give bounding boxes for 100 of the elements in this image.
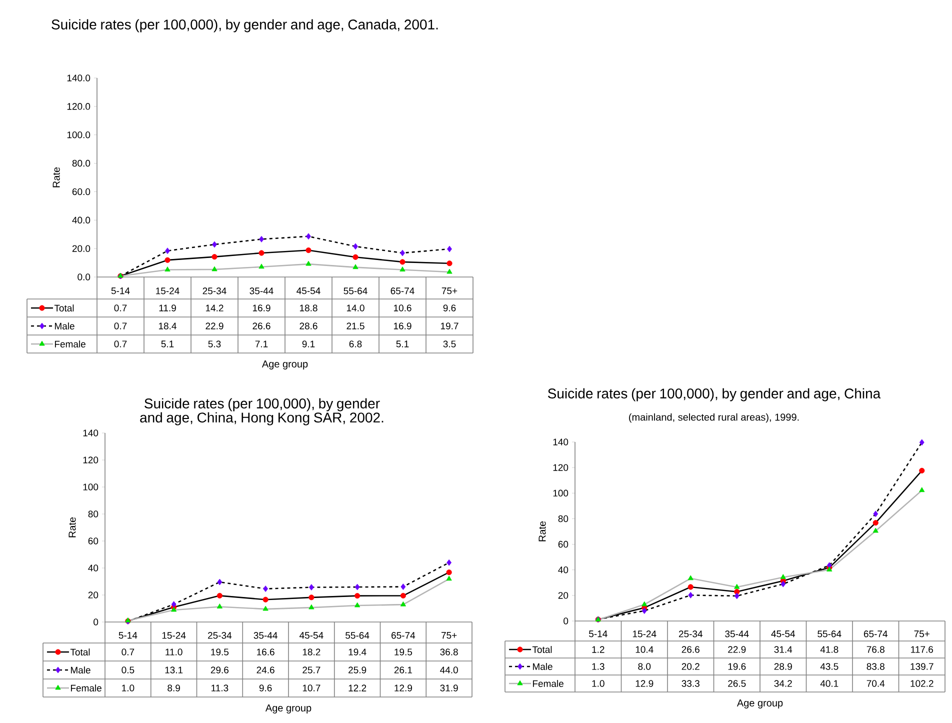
data-label: 6.8	[349, 340, 362, 348]
data-label: 5.1	[161, 340, 174, 348]
data-label: 22.9	[206, 322, 224, 330]
x-tick-label: 45-54	[771, 630, 795, 638]
data-label: 7.1	[255, 340, 268, 348]
x-tick-label: 45-54	[300, 632, 324, 639]
legend-label: Total	[532, 646, 552, 653]
y-tick-label: 40	[558, 566, 568, 574]
data-label: 11.0	[166, 648, 182, 656]
data-label: 11.9	[159, 304, 176, 312]
data-label: 0.7	[122, 648, 134, 656]
data-label: 10.6	[394, 304, 412, 312]
data-label: 12.9	[636, 680, 654, 687]
data-label: 16.9	[252, 304, 270, 312]
data-label: 25.9	[348, 666, 366, 674]
y-tick-label: 120.0	[67, 103, 90, 110]
data-label: 44.0	[440, 666, 458, 674]
data-label: 10.7	[302, 684, 320, 692]
data-label: 26.6	[252, 322, 270, 330]
x-tick-label: 55-64	[346, 632, 370, 639]
data-label: 9.6	[259, 684, 272, 692]
data-label: 18.8	[300, 304, 318, 312]
y-tick-label: 20	[558, 592, 568, 599]
x-tick-label: 25-34	[202, 288, 226, 294]
y-axis-title: Rate	[52, 167, 60, 188]
x-tick-label: 65-74	[864, 630, 888, 638]
data-label: 26.6	[682, 646, 700, 653]
chart-title: Suicide rates (per 100,000), by gender and age, China	[548, 388, 881, 402]
data-label: 18.2	[302, 648, 320, 656]
x-tick-label: 35-44	[725, 630, 749, 638]
data-label: 16.6	[257, 648, 274, 656]
chart-subtitle: (mainland, selected rural areas), 1999.	[629, 413, 799, 423]
x-tick-label: 25-34	[678, 630, 702, 638]
data-label: 16.9	[394, 322, 412, 330]
data-label: 25.7	[302, 666, 320, 674]
x-tick-label: 5-14	[111, 288, 130, 294]
data-label: 33.3	[682, 680, 700, 687]
data-label: 34.2	[774, 680, 792, 687]
data-label: 19.5	[394, 648, 412, 656]
data-label: 41.8	[820, 646, 838, 653]
data-label: 12.9	[394, 684, 412, 692]
y-tick-label: 140	[553, 438, 568, 446]
y-tick-label: 60	[558, 540, 568, 548]
data-label: 14.0	[346, 304, 364, 312]
data-label: 28.9	[774, 663, 792, 670]
legend-label: Male	[54, 322, 74, 330]
y-axis-title: Rate	[68, 517, 76, 538]
x-tick-label: 75+	[442, 288, 458, 294]
y-tick-label: 100.0	[67, 131, 90, 138]
data-label: 11.3	[212, 684, 228, 692]
data-label: 1.3	[592, 663, 604, 670]
data-label: 40.1	[820, 680, 838, 687]
data-label: 29.6	[210, 666, 229, 674]
legend-label: Female	[532, 680, 564, 687]
x-tick-label: 25-34	[208, 632, 232, 639]
data-label: 13.1	[165, 666, 183, 674]
x-tick-label: 75+	[441, 632, 457, 639]
data-label: 5.3	[208, 340, 221, 348]
y-tick-label: 80	[558, 515, 568, 522]
data-label: 83.8	[866, 663, 884, 670]
data-label: 1.2	[592, 646, 604, 653]
y-tick-label: 60.0	[72, 188, 90, 196]
data-label: 19.7	[440, 322, 458, 330]
x-tick-label: 5-14	[118, 632, 138, 639]
data-label: 36.8	[440, 648, 458, 656]
y-tick-label: 60	[88, 538, 98, 544]
data-label: 12.2	[348, 684, 366, 692]
x-axis-title: Age group	[736, 700, 783, 708]
data-label: 139.7	[910, 663, 934, 670]
y-tick-label: 40.0	[72, 216, 90, 224]
x-tick-label: 35-44	[250, 288, 274, 294]
y-tick-label: 20	[88, 592, 98, 598]
data-label: 28.6	[300, 322, 318, 330]
x-tick-label: 65-74	[392, 632, 416, 639]
data-label: 18.4	[158, 322, 176, 330]
data-label: 1.0	[592, 680, 604, 687]
legend-label: Male	[70, 666, 90, 674]
x-axis-title: Age group	[262, 360, 308, 370]
data-label: 43.5	[820, 663, 838, 670]
y-tick-label: 140.0	[67, 74, 90, 82]
data-label: 8.0	[638, 663, 651, 670]
y-tick-label: 0.0	[78, 274, 90, 280]
legend-label: Female	[70, 684, 102, 692]
x-tick-label: 75+	[914, 630, 930, 638]
y-tick-label: 100	[83, 484, 98, 490]
data-label: 24.6	[256, 666, 274, 674]
y-tick-label: 120	[553, 464, 568, 471]
x-tick-label: 15-24	[162, 632, 186, 639]
data-label: 19.6	[728, 663, 746, 670]
y-tick-label: 80.0	[72, 160, 90, 167]
data-label: 70.4	[866, 680, 885, 687]
legend-label: Female	[54, 340, 86, 348]
y-tick-label: 120	[83, 456, 98, 464]
legend-label: Total	[54, 304, 74, 312]
x-tick-label: 15-24	[632, 630, 656, 638]
data-label: 5.1	[396, 340, 409, 348]
data-label: 14.2	[206, 304, 224, 312]
data-label: 19.4	[348, 648, 366, 656]
data-label: 102.2	[910, 680, 934, 687]
y-tick-label: 40	[88, 564, 98, 572]
